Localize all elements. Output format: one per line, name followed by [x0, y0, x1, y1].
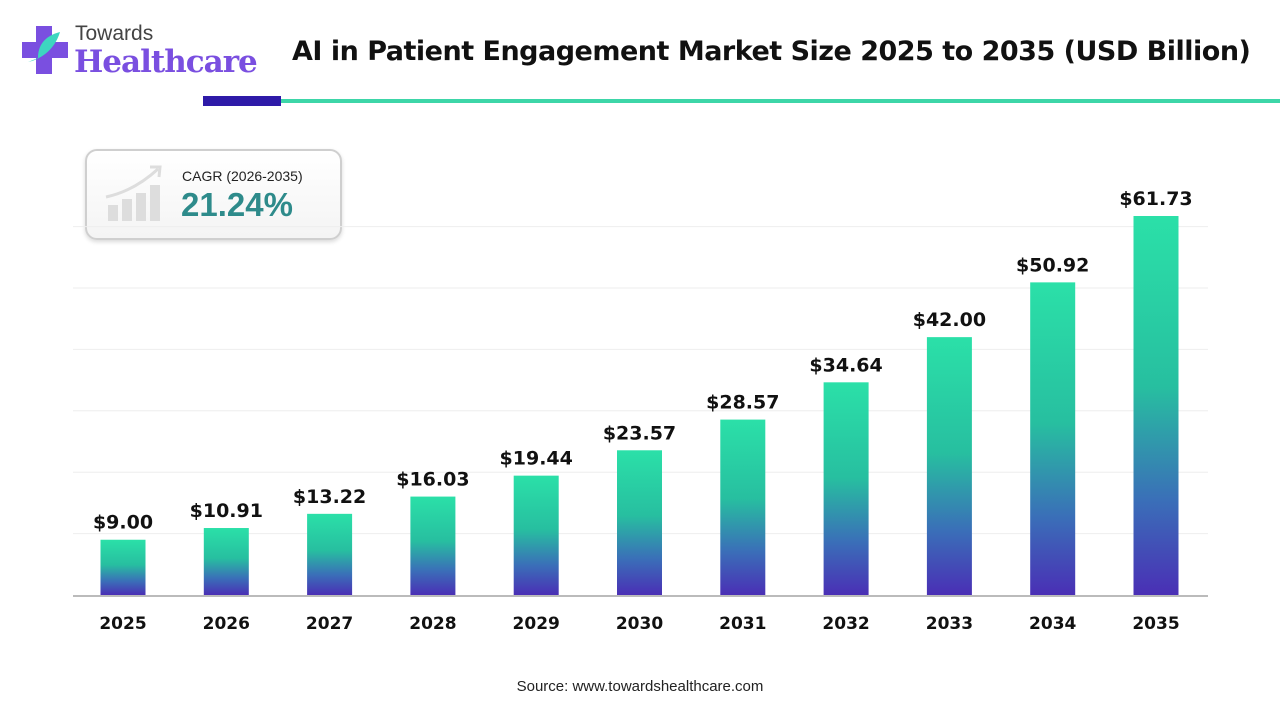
data-label: $61.73 [1119, 188, 1192, 210]
bar-2032 [823, 382, 869, 595]
cagr-label: CAGR (2026-2035) [182, 168, 303, 184]
x-tick-label: 2035 [1132, 614, 1179, 634]
bar-2026 [203, 528, 249, 595]
growth-chart-icon [105, 165, 162, 221]
bar-2035 [1133, 216, 1179, 595]
bar-2030 [617, 450, 662, 595]
bar-2028 [410, 496, 456, 595]
x-tick-label: 2030 [616, 614, 663, 634]
chart-title: AI in Patient Engagement Market Size 202… [292, 36, 1251, 67]
bar-2031 [720, 419, 766, 595]
x-tick-label: 2027 [306, 614, 353, 634]
logo-cross-icon [22, 26, 68, 74]
data-label: $9.00 [93, 512, 153, 534]
x-tick-label: 2033 [926, 614, 973, 634]
cagr-box [85, 149, 342, 240]
x-tick-label: 2034 [1029, 614, 1076, 634]
logo [20, 24, 72, 76]
x-tick-label: 2029 [513, 614, 560, 634]
x-tick-label: 2025 [99, 614, 146, 634]
bar-2033 [926, 337, 972, 595]
x-tick-label: 2028 [409, 614, 456, 634]
data-label: $28.57 [706, 392, 779, 414]
source-text: Source: www.towardshealthcare.com [516, 678, 764, 695]
data-label: $16.03 [396, 469, 469, 491]
bar-2025 [100, 539, 146, 595]
logo-text-healthcare: Healthcare [74, 44, 258, 80]
logo-text-towards: Towards [75, 22, 154, 45]
data-label: $42.00 [913, 309, 986, 331]
data-label: $23.57 [603, 422, 676, 444]
data-label: $50.92 [1016, 254, 1089, 276]
x-tick-label: 2032 [822, 614, 869, 634]
x-tick-label: 2031 [719, 614, 766, 634]
title-underline-dark [203, 96, 281, 106]
data-label: $19.44 [500, 448, 573, 470]
bar-2034 [1030, 282, 1076, 595]
bar-2027 [307, 513, 353, 595]
bar-2029 [513, 475, 559, 595]
title-underline-teal [281, 99, 1280, 103]
data-label: $13.22 [293, 486, 366, 508]
x-tick-label: 2026 [203, 614, 250, 634]
cagr-value: 21.24% [181, 186, 293, 223]
data-label: $10.91 [190, 500, 263, 522]
data-label: $34.64 [809, 354, 882, 376]
